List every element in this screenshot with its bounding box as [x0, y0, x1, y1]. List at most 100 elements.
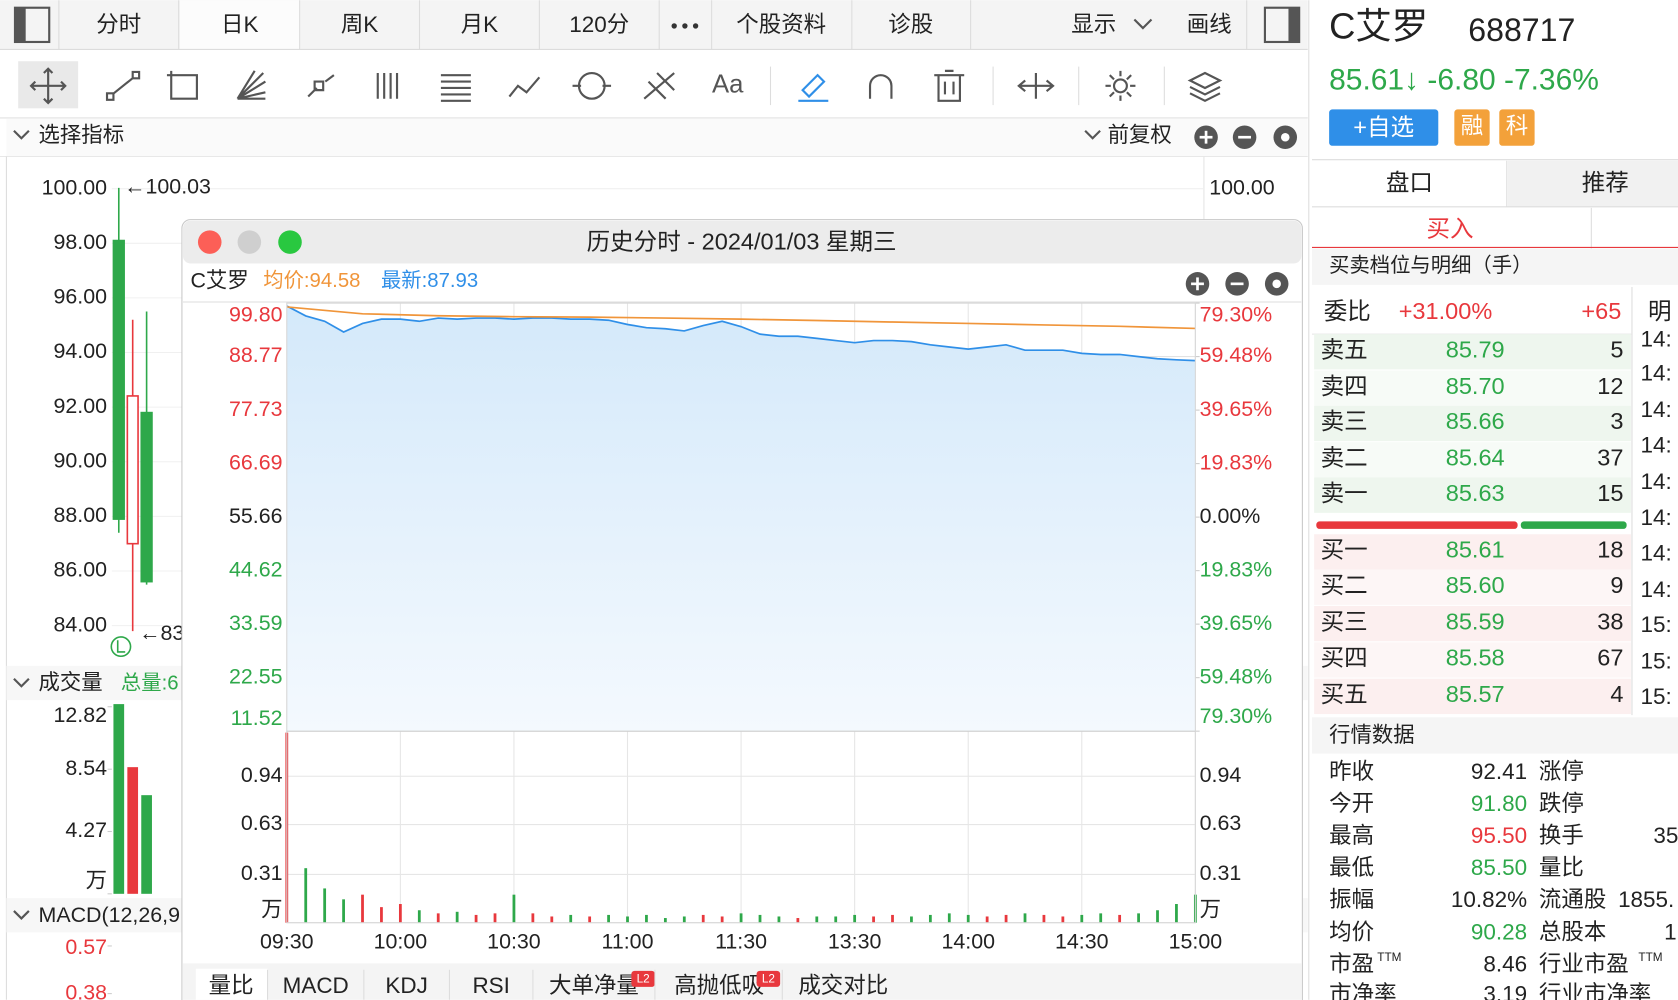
marker-icon	[116, 640, 126, 653]
popup-title: 历史分时 - 2024/01/03 星期三	[587, 228, 897, 254]
y-tick-label: 98.00	[53, 230, 107, 254]
y-tick-label: 44.62	[229, 557, 283, 581]
section-subtitle: 总量:6	[121, 671, 179, 694]
volume-bar	[966, 914, 970, 923]
plot-frame	[286, 302, 1196, 924]
tool-icon	[572, 71, 612, 100]
tab[interactable]: 周K	[341, 12, 378, 37]
stat-label: 换手	[1539, 823, 1584, 848]
badge-text: L2	[762, 973, 775, 986]
volume-bar	[1004, 914, 1008, 923]
y-tick-label: 77.73	[229, 397, 283, 421]
badge	[1499, 109, 1535, 146]
volume-bar	[720, 916, 724, 923]
order-label: 买五	[1321, 681, 1368, 707]
y2-tick-label: 79.30%	[1200, 303, 1273, 327]
volume-bar	[493, 913, 497, 923]
indicator-tab[interactable]: 量比	[209, 973, 254, 998]
volume-bar	[1156, 910, 1159, 923]
order-price: 85.59	[1446, 608, 1505, 634]
x-tick-label: 14:30	[1055, 930, 1109, 954]
order-label: 卖一	[1321, 480, 1368, 506]
price-line	[286, 305, 1196, 362]
tab[interactable]: 个股资料	[736, 12, 826, 37]
stat-label: 最高	[1329, 823, 1374, 848]
trade-time: 15:	[1641, 684, 1672, 709]
x-tick-label: 15:00	[1169, 930, 1223, 954]
panel-tab[interactable]: 盘口	[1386, 170, 1433, 196]
price-change: 85.61↓ -6.80 -7.36%	[1329, 63, 1599, 96]
tool-icon	[29, 67, 67, 105]
trade-tab[interactable]: 买入	[1427, 216, 1474, 242]
volume-bar	[304, 868, 308, 923]
window-button[interactable]	[197, 230, 222, 254]
order-price: 85.58	[1446, 645, 1505, 671]
window-button[interactable]	[278, 230, 302, 254]
tool-icon	[376, 73, 399, 99]
stat-sup: TTM	[1377, 951, 1401, 964]
volume-bar	[758, 914, 762, 923]
stat-value: 1855.	[1618, 887, 1674, 912]
volume-bar	[474, 914, 478, 923]
indicator-tab[interactable]: 成交对比	[798, 973, 888, 998]
indicator-tab[interactable]: 大单净量	[549, 973, 639, 998]
detail-tab[interactable]: 明	[1648, 298, 1672, 324]
volume-bar	[796, 918, 800, 923]
tool-icon	[934, 69, 965, 102]
order-label: 买二	[1321, 572, 1368, 598]
panel-tab[interactable]: 推荐	[1582, 170, 1629, 196]
tab[interactable]: 画线	[1187, 12, 1232, 37]
watch-button-text[interactable]: +自选	[1353, 114, 1414, 140]
tool-text[interactable]: Aa	[712, 71, 744, 99]
trade-time: 14:	[1641, 541, 1672, 566]
stat-label: 市净率	[1329, 981, 1396, 1000]
y-tick-label: 8.54	[65, 756, 107, 780]
indicator-tab[interactable]: MACD	[283, 973, 349, 998]
tab[interactable]: 诊股	[888, 12, 933, 37]
tab[interactable]: 月K	[461, 12, 498, 37]
stat-label: 昨收	[1329, 759, 1374, 784]
label[interactable]: 选择指标	[39, 123, 125, 147]
stat-label: 量比	[1539, 855, 1584, 880]
indicator-tab[interactable]: KDJ	[385, 973, 427, 998]
tab[interactable]: 日K	[221, 12, 258, 37]
y-tick-label: 66.69	[229, 450, 283, 474]
y-tick-label: 0.63	[241, 811, 283, 835]
ratio-bar-bid	[1316, 521, 1518, 529]
label[interactable]: 前复权	[1108, 123, 1172, 147]
stat-value: 85.50	[1471, 855, 1527, 880]
order-row	[1314, 477, 1631, 513]
stat-value: 95.50	[1471, 823, 1527, 848]
icon	[1288, 7, 1300, 42]
y-tick-label: 4.27	[65, 818, 107, 842]
window-button[interactable]	[237, 230, 262, 254]
tab[interactable]: 分时	[96, 12, 141, 37]
volume-bar	[663, 918, 667, 923]
tab-active	[1312, 160, 1507, 207]
annotation: ←83	[139, 621, 184, 645]
indicator-tab[interactable]: 高抛低吸	[674, 973, 764, 998]
trade-time: 14:	[1641, 326, 1672, 351]
y2-tick-label: 39.65%	[1200, 611, 1273, 635]
y2-tick-label: 0.00%	[1200, 504, 1261, 528]
x-tick-label: 10:00	[374, 930, 428, 954]
area-fill	[286, 305, 1196, 732]
stat-value: 1.	[1664, 919, 1678, 944]
volume-bar	[1099, 913, 1103, 923]
y-tick-label: 0.94	[241, 763, 283, 787]
tab[interactable]: 120分	[569, 12, 629, 37]
trade-time: 15:	[1641, 649, 1672, 674]
tab[interactable]: 显示	[1071, 12, 1116, 37]
y-tick-label: 万	[261, 898, 282, 922]
stat-label: 行业市盈	[1539, 951, 1629, 976]
stat-label: 涨停	[1539, 759, 1584, 784]
tool-icon	[1017, 73, 1055, 99]
indicator-tab[interactable]: RSI	[472, 973, 509, 998]
y-tick-label: 0.31	[241, 861, 283, 885]
order-label: 卖三	[1321, 408, 1368, 434]
stat-value: 92.41	[1471, 759, 1527, 784]
volume-bar	[872, 916, 875, 923]
stat-label: 振幅	[1329, 887, 1374, 912]
stat-label: 均价	[1329, 919, 1374, 944]
volume-bar	[739, 913, 743, 923]
